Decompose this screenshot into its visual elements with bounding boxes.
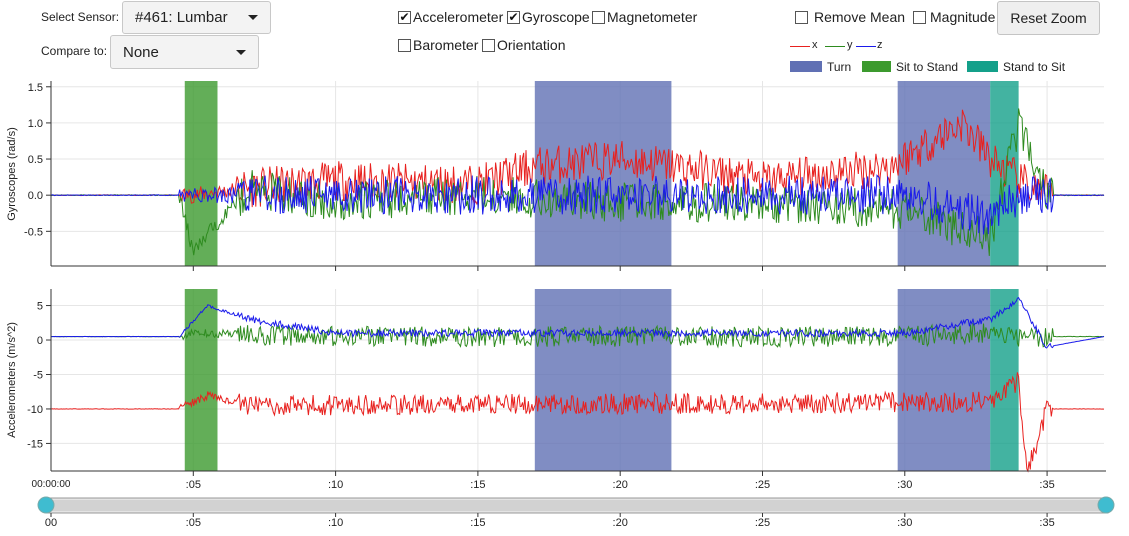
event-band-sit-to-stand bbox=[184, 81, 218, 266]
slider-left-handle[interactable] bbox=[37, 496, 55, 514]
orientation-check-icon bbox=[482, 38, 495, 52]
legend-y-label: y bbox=[847, 39, 853, 51]
slider-tick-label: :25 bbox=[755, 517, 770, 529]
y-tick-label: -15 bbox=[27, 438, 43, 450]
compare-select-value: None bbox=[123, 43, 159, 61]
gyroscope-label: Gyroscope bbox=[522, 9, 590, 25]
legend-x-label: x bbox=[812, 39, 818, 51]
chevron-down-icon bbox=[248, 15, 258, 20]
magnitude-checkbox[interactable]: Magnitude bbox=[913, 9, 995, 25]
y-tick-label: -0.5 bbox=[24, 226, 43, 238]
accelerometer-label: Accelerometer bbox=[413, 9, 504, 25]
select-sensor-label: Select Sensor: bbox=[41, 10, 120, 24]
time-tick-label: :35 bbox=[1039, 479, 1054, 491]
magnetometer-check-icon bbox=[592, 10, 605, 24]
legend-turn-label: Turn bbox=[827, 60, 852, 74]
slider-tick-label: :15 bbox=[470, 517, 485, 529]
barometer-label: Barometer bbox=[413, 37, 479, 53]
series-line-x bbox=[50, 109, 1105, 208]
time-range-slider[interactable] bbox=[37, 496, 1115, 514]
y-tick-label: 1.0 bbox=[28, 118, 43, 130]
sensor-select-value: #461: Lumbar bbox=[135, 9, 228, 26]
slider-tick-label: :05 bbox=[186, 517, 201, 529]
slider-tick-label: :10 bbox=[328, 517, 343, 529]
time-tick-label: :25 bbox=[755, 479, 770, 491]
y-tick-label: -10 bbox=[27, 404, 43, 416]
legend-stand-to-sit-swatch bbox=[967, 61, 998, 72]
sensor-select[interactable]: #461: Lumbar bbox=[122, 1, 271, 34]
remove-mean-check-icon bbox=[795, 10, 808, 24]
y-axis-label: Gyroscopes (rad/s) bbox=[6, 127, 18, 221]
time-tick-label: :15 bbox=[470, 479, 485, 491]
time-start-label: 00:00:00 bbox=[32, 479, 71, 490]
magnetometer-checkbox[interactable]: Magnetometer bbox=[592, 9, 697, 25]
orientation-checkbox[interactable]: Orientation bbox=[482, 37, 565, 53]
time-tick-label: :05 bbox=[186, 479, 201, 491]
y-tick-label: 1.5 bbox=[28, 82, 43, 94]
legend-z-line bbox=[856, 46, 876, 47]
chart-panel-1: 1.5 1.0 0.5 0.0 -0.5 Gyroscopes (rad/s) bbox=[6, 81, 1106, 271]
magnitude-check-icon bbox=[913, 10, 926, 24]
accelerometer-checkbox[interactable]: ✔ Accelerometer bbox=[398, 9, 503, 25]
y-tick-label: -5 bbox=[33, 369, 43, 381]
compare-select[interactable]: None bbox=[110, 35, 259, 69]
gyroscope-check-icon: ✔ bbox=[507, 9, 520, 24]
remove-mean-label: Remove Mean bbox=[814, 9, 906, 25]
legend-x-line bbox=[790, 46, 810, 47]
slider-tick-label: :20 bbox=[613, 517, 628, 529]
time-tick-label: :20 bbox=[613, 479, 628, 491]
slider-range bbox=[48, 500, 1106, 511]
event-band-turn bbox=[534, 289, 672, 471]
y-axis-label: Accelerometers (m/s^2) bbox=[6, 322, 18, 438]
legend-sit-to-stand-label: Sit to Stand bbox=[896, 60, 959, 74]
y-tick-label: 0 bbox=[37, 335, 43, 347]
series-line-y bbox=[50, 108, 1105, 256]
legend-z-label: z bbox=[877, 39, 883, 51]
barometer-check-icon bbox=[398, 38, 411, 52]
legend-stand-to-sit-label: Stand to Sit bbox=[1003, 60, 1066, 74]
legend-sit-to-stand-swatch bbox=[862, 61, 891, 72]
slider-tick-label: 00 bbox=[45, 517, 57, 529]
chart-panel-2: 5 0 -5 -10 -15 Accelerometers (m/s^2) bbox=[6, 289, 1106, 476]
reset-zoom-button[interactable]: Reset Zoom bbox=[997, 1, 1100, 35]
legend-y-line bbox=[825, 46, 845, 47]
y-tick-label: 0.0 bbox=[28, 190, 43, 202]
event-band-sit-to-stand bbox=[184, 289, 218, 471]
chevron-down-icon bbox=[236, 49, 246, 55]
magnitude-label: Magnitude bbox=[930, 9, 996, 25]
y-tick-label: 0.5 bbox=[28, 154, 43, 166]
compare-label: Compare to: bbox=[41, 44, 108, 58]
slider-tick-label: :30 bbox=[897, 517, 912, 529]
remove-mean-checkbox[interactable]: Remove Mean bbox=[795, 9, 905, 25]
y-tick-label: 5 bbox=[37, 301, 43, 313]
series-line-x bbox=[50, 372, 1105, 473]
slider-right-handle[interactable] bbox=[1097, 496, 1115, 514]
event-band-turn bbox=[897, 81, 991, 266]
barometer-checkbox[interactable]: Barometer bbox=[398, 37, 478, 53]
time-tick-label: :10 bbox=[328, 479, 343, 491]
series-line-z bbox=[51, 297, 1105, 349]
event-band-turn bbox=[897, 289, 991, 471]
magnetometer-label: Magnetometer bbox=[607, 9, 698, 25]
series-line-z bbox=[50, 174, 1105, 235]
accelerometer-check-icon: ✔ bbox=[398, 9, 411, 24]
legend-turn-swatch bbox=[790, 61, 822, 72]
time-tick-label: :30 bbox=[897, 479, 912, 491]
gyroscope-checkbox[interactable]: ✔ Gyroscope bbox=[507, 9, 590, 25]
slider-tick-label: :35 bbox=[1039, 517, 1054, 529]
orientation-label: Orientation bbox=[497, 37, 566, 53]
